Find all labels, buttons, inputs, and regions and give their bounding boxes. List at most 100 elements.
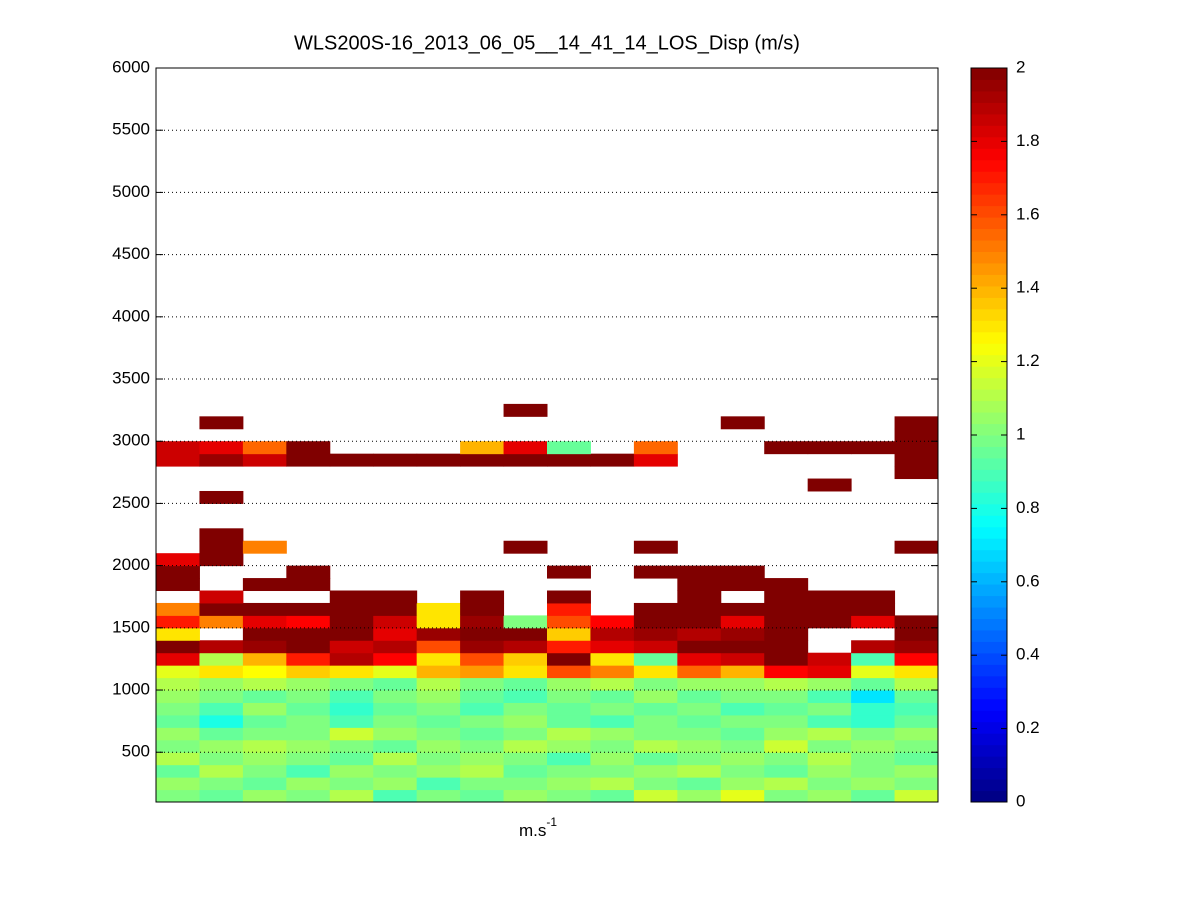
heatmap-cell xyxy=(633,727,678,741)
heatmap-cell xyxy=(851,764,896,778)
heatmap-cell xyxy=(894,453,939,467)
heatmap-cell xyxy=(329,764,374,778)
heatmap-cell xyxy=(503,615,548,629)
colorbar-tick-label: 0.8 xyxy=(1016,498,1040,517)
heatmap-cell xyxy=(503,714,548,728)
heatmap-cell xyxy=(590,640,635,654)
heatmap-cell xyxy=(460,714,505,728)
y-tick-label: 1500 xyxy=(112,617,150,636)
heatmap-cell xyxy=(460,602,505,616)
heatmap-cell xyxy=(416,702,461,716)
heatmap-cell xyxy=(286,714,331,728)
heatmap-cell xyxy=(851,602,896,616)
heatmap-cell xyxy=(894,764,939,778)
colorbar-tick-label: 1.4 xyxy=(1016,278,1040,297)
heatmap-cell xyxy=(286,441,331,455)
heatmap-cell xyxy=(503,652,548,666)
heatmap-cell xyxy=(547,714,591,728)
heatmap-cell xyxy=(547,565,591,579)
heatmap-cell xyxy=(807,789,852,803)
heatmap-cell xyxy=(416,453,461,467)
heatmap-cell xyxy=(547,627,591,641)
heatmap-cell xyxy=(242,652,287,666)
heatmap-cell xyxy=(677,590,722,604)
heatmap-cell xyxy=(156,602,200,616)
heatmap-cell xyxy=(851,752,896,766)
colorbar-swatch xyxy=(971,308,1007,321)
heatmap-cell xyxy=(633,665,678,679)
heatmap-cell xyxy=(242,677,287,691)
heatmap-cell xyxy=(764,702,809,716)
colorbar-swatch xyxy=(971,572,1007,585)
colorbar-swatch xyxy=(971,113,1007,126)
heatmap-cell xyxy=(242,627,287,641)
heatmap-cell xyxy=(894,777,939,791)
heatmap-cell xyxy=(286,702,331,716)
heatmap-cell xyxy=(286,602,331,616)
heatmap-cell xyxy=(329,590,374,604)
heatmap-cell xyxy=(156,777,200,791)
heatmap-cell xyxy=(764,615,809,629)
heatmap-cell xyxy=(503,739,548,753)
heatmap-cell xyxy=(590,627,635,641)
heatmap-cell xyxy=(807,752,852,766)
heatmap-cell xyxy=(156,702,200,716)
heatmap-cell xyxy=(894,665,939,679)
colorbar-swatch xyxy=(971,595,1007,608)
colorbar-swatch xyxy=(971,148,1007,161)
heatmap-cell xyxy=(329,627,374,641)
heatmap-cell xyxy=(677,640,722,654)
colorbar-swatch xyxy=(971,710,1007,723)
heatmap-cell xyxy=(199,777,244,791)
heatmap-cell xyxy=(894,627,939,641)
heatmap-cell xyxy=(590,652,635,666)
heatmap-cell xyxy=(677,727,722,741)
heatmap-cell xyxy=(329,727,374,741)
y-tick-label: 5500 xyxy=(112,120,150,139)
heatmap-cell xyxy=(633,602,678,616)
heatmap-cell xyxy=(156,752,200,766)
heatmap-cell xyxy=(199,789,244,803)
heatmap-cell xyxy=(199,553,244,567)
heatmap-cell xyxy=(677,615,722,629)
heatmap-cell xyxy=(329,640,374,654)
colorbar-swatch xyxy=(971,618,1007,631)
heatmap-cell xyxy=(373,602,418,616)
heatmap-cell xyxy=(894,752,939,766)
y-tick-label: 500 xyxy=(122,742,150,761)
heatmap-cell xyxy=(851,727,896,741)
heatmap-cell xyxy=(416,690,461,703)
heatmap-cell xyxy=(329,677,374,691)
heatmap-cell xyxy=(764,578,809,592)
heatmap-cell xyxy=(286,690,331,703)
heatmap-cell xyxy=(720,690,765,703)
heatmap-cell xyxy=(720,677,765,691)
heatmap-cell xyxy=(590,677,635,691)
colorbar-swatch xyxy=(971,274,1007,287)
heatmap-cell xyxy=(286,752,331,766)
heatmap-cell xyxy=(807,739,852,753)
heatmap-cell xyxy=(242,602,287,616)
heatmap-cell xyxy=(851,590,896,604)
heatmap-cell xyxy=(286,615,331,629)
plot-frame xyxy=(155,67,939,803)
heatmap-cell xyxy=(764,690,809,703)
heatmap-cell xyxy=(373,690,418,703)
heatmap-cell xyxy=(633,739,678,753)
heatmap-cell xyxy=(633,789,678,803)
heatmap-cell xyxy=(547,602,591,616)
colorbar-swatch xyxy=(971,790,1007,803)
heatmap-cell xyxy=(677,578,722,592)
heatmap-cell xyxy=(373,752,418,766)
heatmap-cell xyxy=(503,677,548,691)
heatmap-cell xyxy=(156,652,200,666)
heatmap-cell xyxy=(329,602,374,616)
y-tick-label: 5000 xyxy=(112,182,150,201)
colorbar-swatch xyxy=(971,607,1007,619)
heatmap-cell xyxy=(720,602,765,616)
heatmap-cell xyxy=(547,615,591,629)
heatmap-cell xyxy=(547,690,591,703)
heatmap-cell xyxy=(720,727,765,741)
colorbar-swatch xyxy=(971,285,1007,298)
heatmap-cell xyxy=(503,690,548,703)
